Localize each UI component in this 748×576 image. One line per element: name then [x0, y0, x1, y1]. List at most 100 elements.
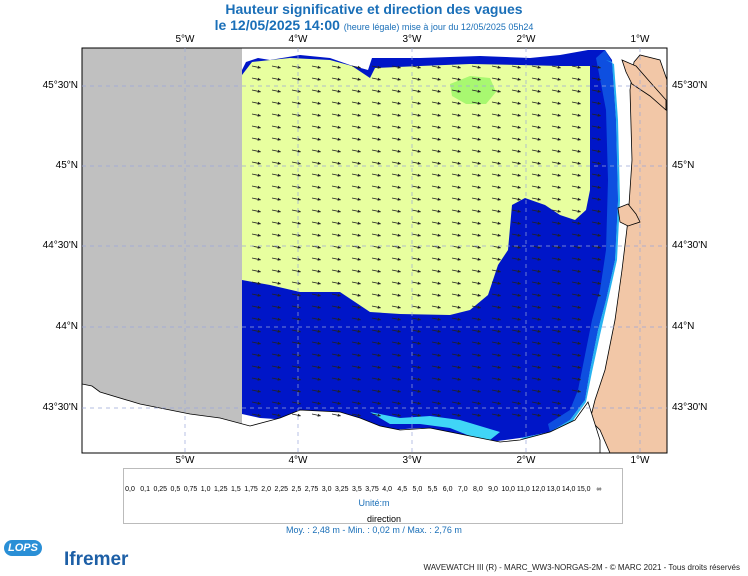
colorbar-label: 8,0: [473, 486, 483, 493]
direction-arrow-head: [437, 173, 441, 177]
direction-arrow-head: [557, 233, 561, 237]
direction-arrow-head: [257, 125, 261, 129]
direction-arrow-head: [557, 257, 561, 261]
direction-arrow-head: [357, 305, 361, 309]
direction-arrow-head: [377, 413, 381, 417]
direction-arrow-head: [517, 341, 521, 345]
direction-arrow-head: [577, 185, 581, 189]
direction-arrow-head: [597, 65, 601, 69]
direction-arrow-head: [257, 329, 261, 333]
colorbar-label: 14,0: [561, 486, 576, 493]
direction-arrow-head: [537, 185, 541, 189]
direction-arrow-head: [437, 161, 441, 165]
direction-arrow-head: [537, 353, 541, 357]
map-title: Hauteur significative et direction des v…: [225, 1, 523, 17]
direction-arrow-head: [357, 257, 361, 261]
direction-arrow-head: [557, 317, 561, 321]
direction-arrow-head: [537, 245, 541, 249]
colorbar-label: 1,75: [244, 486, 258, 493]
direction-arrow-head: [257, 413, 261, 417]
direction-arrow-head: [417, 281, 421, 285]
direction-arrow-head: [357, 89, 361, 93]
direction-arrow-head: [297, 209, 301, 213]
direction-arrow-head: [337, 125, 341, 129]
direction-arrow-head: [537, 365, 541, 369]
lat-tick-left: 45°30'N: [42, 80, 78, 91]
direction-arrow-head: [357, 173, 361, 177]
direction-arrow-head: [437, 269, 441, 273]
direction-arrow-head: [317, 389, 321, 393]
direction-arrow-head: [557, 281, 561, 285]
direction-arrow-head: [557, 245, 561, 249]
direction-arrow-head: [597, 89, 601, 93]
direction-arrow-head: [517, 125, 521, 129]
direction-arrow-head: [477, 77, 481, 81]
direction-arrow-head: [357, 341, 361, 345]
wave-zone-1-75: [520, 60, 620, 440]
direction-arrow-head: [317, 293, 321, 297]
direction-arrow-head: [517, 317, 521, 321]
direction-arrow-head: [457, 197, 461, 201]
unit-label: Unité:m: [358, 498, 390, 508]
land-france: [589, 48, 667, 453]
wave-zone-1-25: [370, 412, 500, 440]
direction-arrow-head: [417, 389, 421, 393]
direction-arrow-head: [517, 209, 521, 213]
direction-arrow-head: [337, 233, 341, 237]
direction-arrow-head: [537, 125, 541, 129]
colorbar-label: 13,0: [546, 486, 561, 493]
direction-arrow-head: [317, 329, 321, 333]
direction-arrow-head: [377, 65, 381, 69]
direction-arrow-head: [397, 161, 401, 165]
direction-arrow-head: [357, 65, 361, 69]
legend-panel: [123, 468, 623, 524]
direction-arrow-head: [377, 305, 381, 309]
direction-arrow-head: [437, 125, 441, 129]
direction-arrow-head: [557, 305, 561, 309]
colorbar-label: 3,0: [321, 486, 332, 493]
direction-arrow-head: [577, 77, 581, 81]
direction-arrow-head: [337, 197, 341, 201]
lat-tick-right: 44°N: [672, 321, 695, 332]
direction-arrow-head: [437, 401, 441, 405]
direction-arrow-head: [337, 65, 341, 69]
direction-arrow-head: [417, 401, 421, 405]
direction-arrow-head: [257, 389, 261, 393]
direction-arrow-head: [577, 65, 581, 69]
lat-tick-right: 43°30'N: [672, 402, 708, 413]
direction-arrow-head: [257, 233, 261, 237]
direction-arrow-head: [517, 149, 521, 153]
direction-arrow-head: [437, 197, 441, 201]
credit-line: WAVEWATCH III (R) - MARC_WW3-NORGAS-2M -…: [423, 563, 740, 572]
direction-arrow-head: [537, 173, 541, 177]
direction-arrow-head: [357, 353, 361, 357]
direction-arrow-head: [277, 209, 281, 213]
direction-arrow-head: [417, 377, 421, 381]
direction-arrow-head: [517, 221, 521, 225]
direction-arrow-head: [497, 197, 501, 201]
direction-arrow-head: [317, 149, 321, 153]
direction-arrow-head: [517, 413, 521, 417]
lon-tick-bottom: 3°W: [402, 455, 422, 466]
colorbar-label: 1,5: [231, 486, 241, 493]
direction-arrow-head: [317, 233, 321, 237]
direction-arrow-head: [557, 125, 561, 129]
direction-arrow-head: [497, 89, 501, 93]
direction-arrow-head: [557, 185, 561, 189]
direction-arrow-head: [577, 101, 581, 105]
direction-arrow-head: [377, 89, 381, 93]
lon-tick-top: 1°W: [630, 34, 650, 45]
direction-arrow-head: [417, 293, 421, 297]
direction-arrow-head: [517, 101, 521, 105]
direction-arrow-head: [357, 209, 361, 213]
map-date: le 12/05/2025 14:00 (heure légale) mise …: [0, 17, 748, 33]
direction-arrow-head: [457, 245, 461, 249]
direction-arrow-head: [337, 281, 341, 285]
direction-arrow-head: [277, 293, 281, 297]
direction-arrow-head: [477, 305, 481, 309]
direction-arrow-head: [557, 65, 561, 69]
direction-arrow-head: [277, 413, 281, 417]
direction-arrow-head: [417, 341, 421, 345]
direction-arrow-head: [497, 233, 501, 237]
direction-arrow-head: [277, 341, 281, 345]
